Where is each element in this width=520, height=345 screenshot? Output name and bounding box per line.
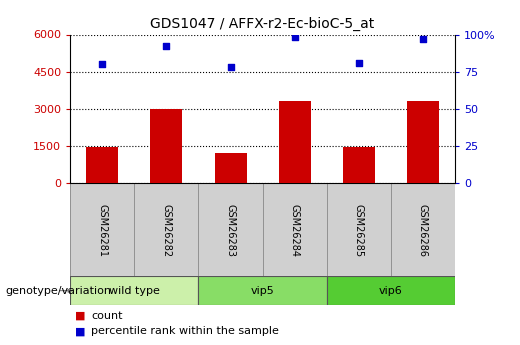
Bar bbox=[343, 147, 375, 183]
Text: percentile rank within the sample: percentile rank within the sample bbox=[91, 326, 279, 336]
Text: vip6: vip6 bbox=[379, 286, 403, 296]
Text: count: count bbox=[91, 311, 123, 321]
Bar bbox=[86, 147, 119, 183]
Bar bbox=[279, 101, 311, 183]
Bar bbox=[407, 101, 439, 183]
Text: genotype/variation: genotype/variation bbox=[5, 286, 111, 296]
Text: GSM26283: GSM26283 bbox=[226, 204, 236, 257]
Text: GSM26284: GSM26284 bbox=[290, 204, 300, 257]
Point bbox=[162, 43, 171, 49]
Text: vip5: vip5 bbox=[251, 286, 275, 296]
Title: GDS1047 / AFFX-r2-Ec-bioC-5_at: GDS1047 / AFFX-r2-Ec-bioC-5_at bbox=[150, 17, 375, 31]
Text: GSM26285: GSM26285 bbox=[354, 204, 364, 257]
Point bbox=[226, 65, 235, 70]
Text: GSM26286: GSM26286 bbox=[418, 204, 428, 257]
Point bbox=[98, 61, 107, 67]
Bar bbox=[327, 276, 455, 305]
Bar bbox=[150, 109, 183, 183]
Text: ■: ■ bbox=[75, 311, 86, 321]
Text: wild type: wild type bbox=[109, 286, 160, 296]
Text: GSM26281: GSM26281 bbox=[97, 204, 107, 257]
Text: ■: ■ bbox=[75, 326, 86, 336]
Point bbox=[291, 35, 299, 40]
Bar bbox=[70, 276, 199, 305]
Text: GSM26282: GSM26282 bbox=[161, 204, 172, 257]
Point bbox=[419, 36, 427, 42]
Bar bbox=[215, 153, 246, 183]
Point bbox=[355, 60, 363, 66]
Bar bbox=[199, 276, 327, 305]
